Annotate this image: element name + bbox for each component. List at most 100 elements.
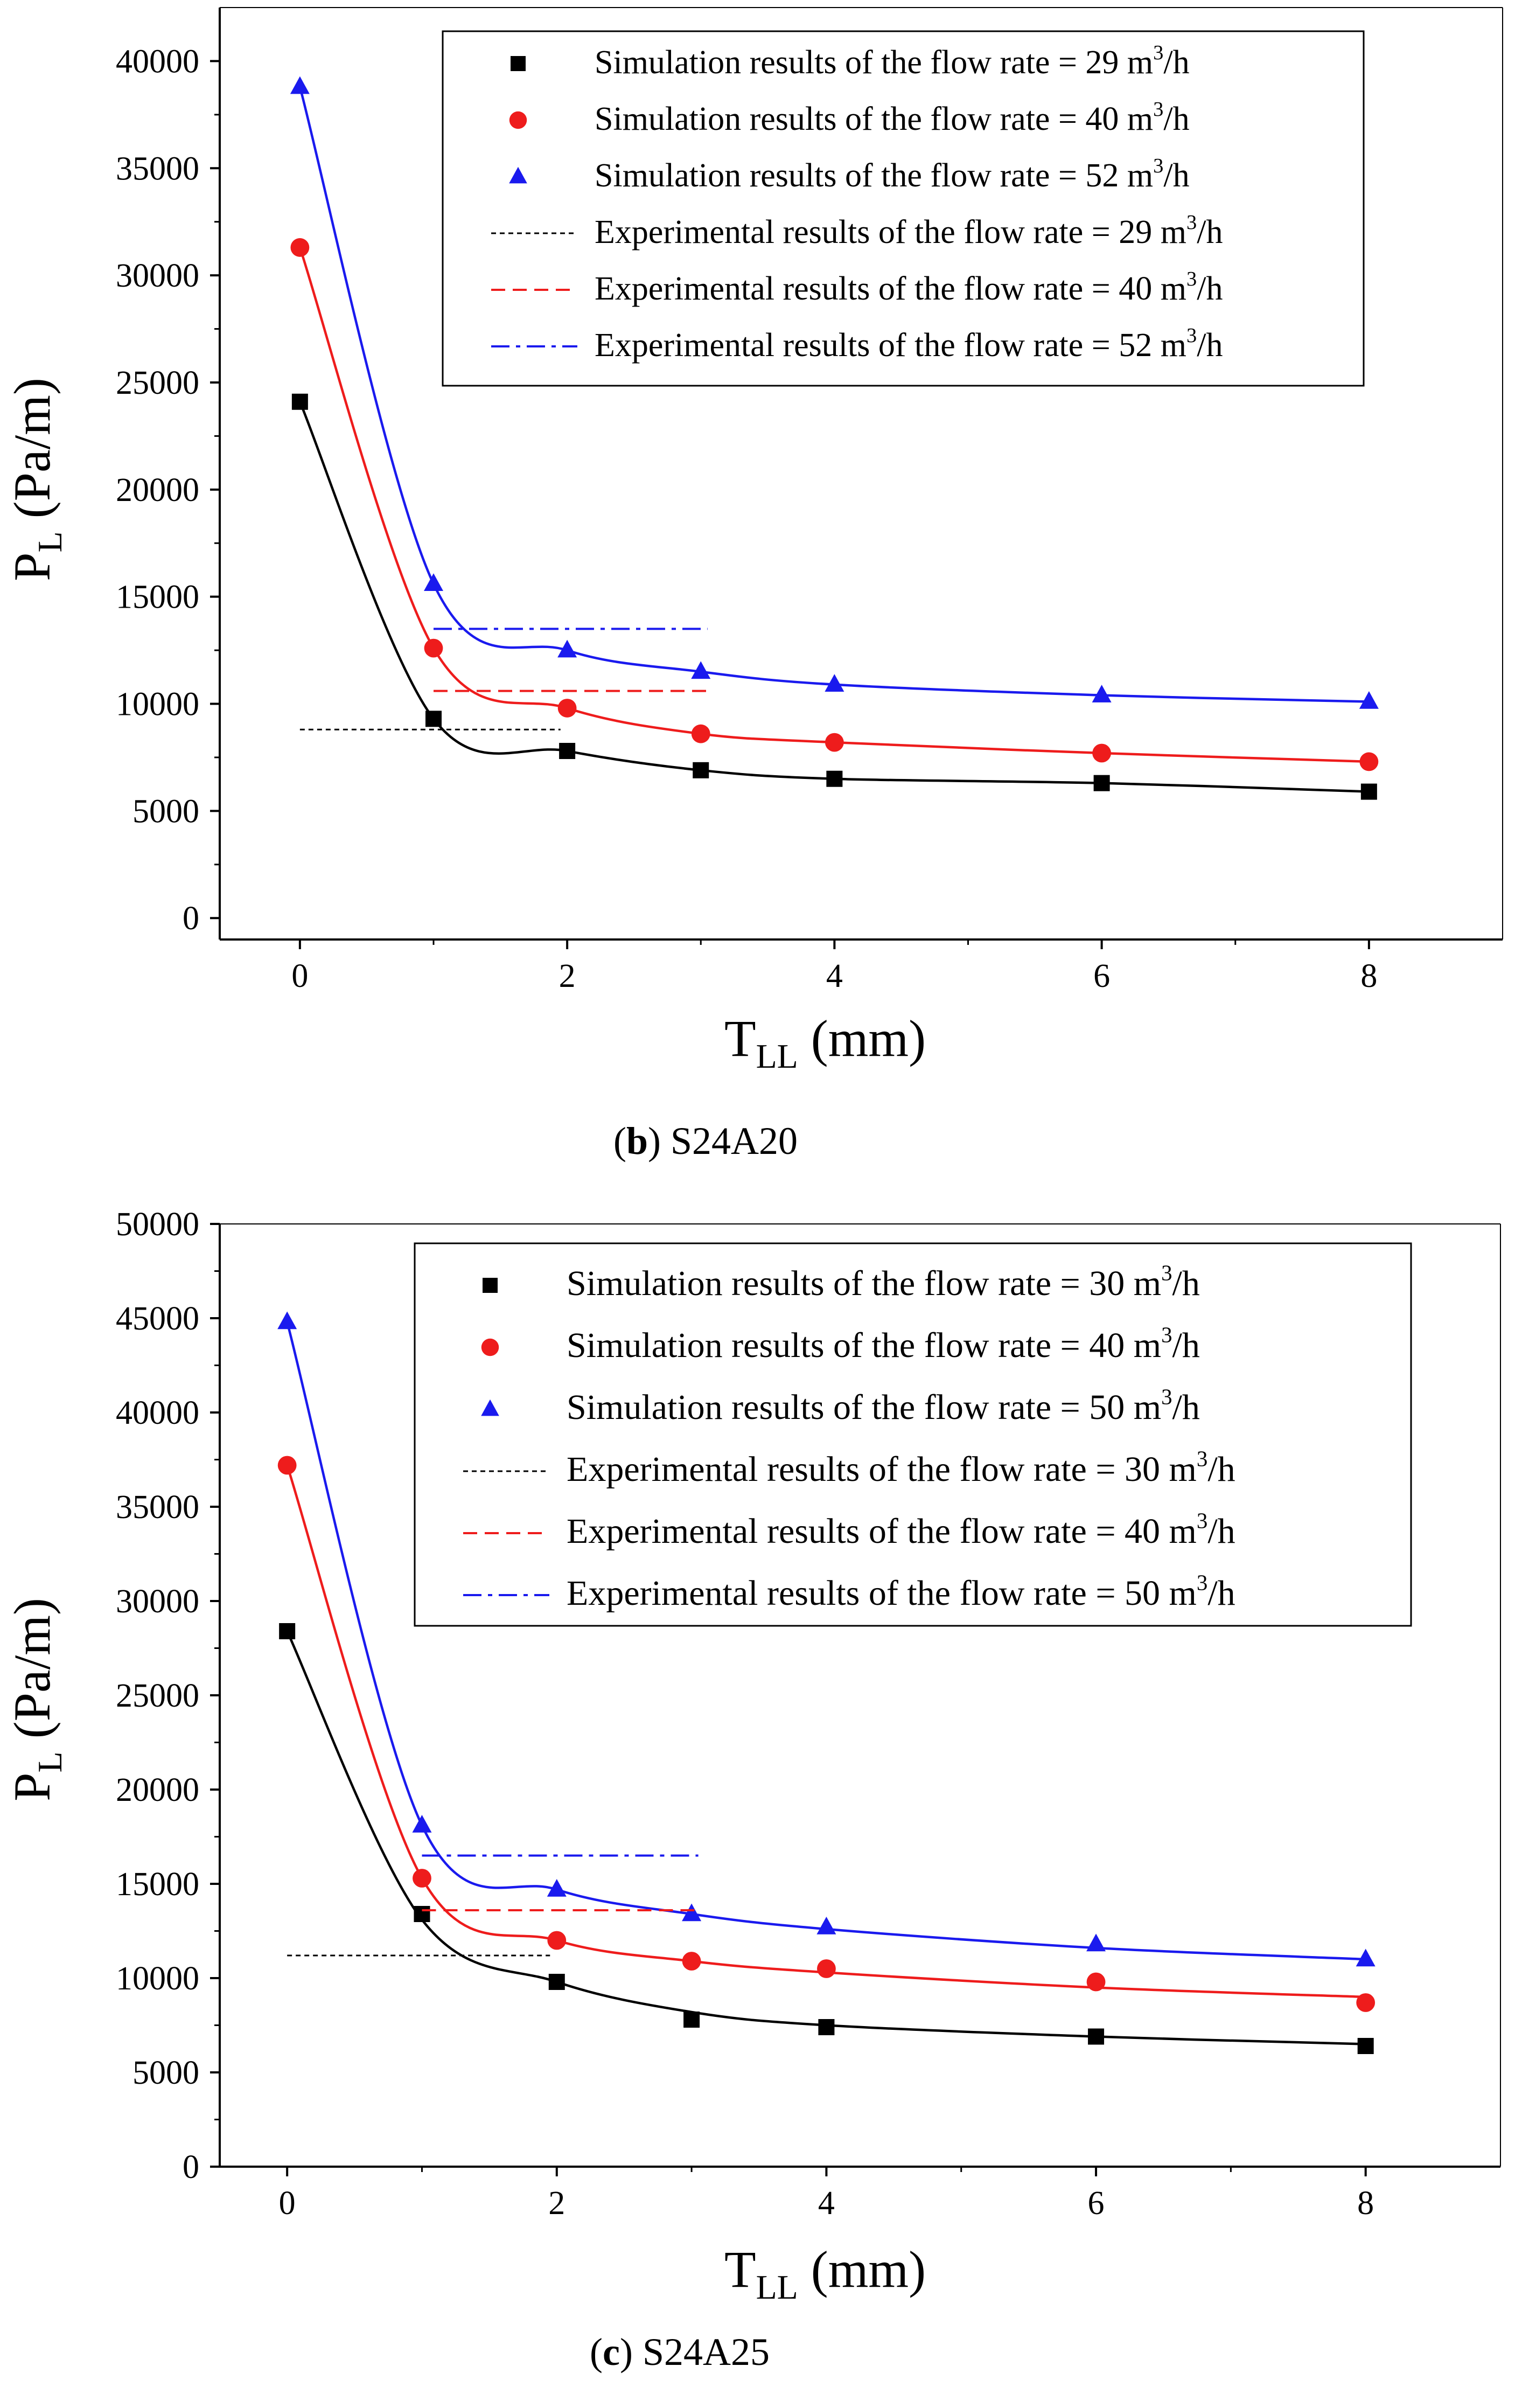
data-point-square	[693, 762, 709, 778]
data-point-triangle	[277, 1311, 297, 1330]
y-tick-label: 40000	[116, 43, 199, 80]
data-point-circle	[1092, 743, 1112, 763]
x-tick-label: 6	[1093, 958, 1110, 994]
data-point-triangle	[557, 639, 577, 658]
data-point-triangle	[424, 573, 443, 591]
legend-marker-square	[483, 1278, 498, 1293]
y-axis-label: PL (Pa/m)	[3, 1598, 69, 1801]
y-tick-label: 0	[183, 900, 199, 937]
data-point-triangle	[290, 76, 310, 94]
legend-label: Simulation results of the flow rate = 52…	[595, 155, 1190, 194]
data-point-circle	[1356, 1993, 1376, 2012]
data-point-circle	[557, 699, 577, 718]
legend-marker-triangle	[481, 1399, 499, 1416]
x-tick-label: 2	[559, 958, 576, 994]
x-tick-label: 4	[826, 958, 843, 994]
data-point-triangle	[1356, 1948, 1376, 1967]
legend-label: Simulation results of the flow rate = 30…	[567, 1261, 1200, 1303]
data-point-triangle	[682, 1903, 702, 1922]
y-tick-label: 45000	[116, 1300, 199, 1337]
data-point-triangle	[691, 661, 711, 679]
y-tick-label: 15000	[116, 579, 199, 616]
chart-panel-c: 0 5000 10000 15000 20000 25000 30000 35000 40000…	[3, 1206, 1501, 2374]
y-tick-label: 35000	[116, 1489, 199, 1526]
legend-marker-circle	[481, 1338, 499, 1356]
legend-label: Experimental results of the flow rate = …	[567, 1570, 1235, 1613]
data-point-triangle	[825, 674, 844, 692]
data-point-square	[1360, 783, 1377, 800]
y-tick-label: 20000	[116, 472, 199, 509]
legend-label: Simulation results of the flow rate = 40…	[595, 98, 1190, 137]
data-point-circle	[424, 638, 443, 658]
y-tick-label: 20000	[116, 1772, 199, 1808]
legend: Simulation results of the flow rate = 29…	[442, 30, 1365, 387]
legend-label: Experimental results of the flow rate = …	[595, 268, 1223, 307]
legend: Simulation results of the flow rate = 30…	[414, 1242, 1412, 1627]
x-tick-label: 6	[1088, 2185, 1105, 2222]
data-point-square	[1357, 2038, 1374, 2054]
data-point-square	[425, 711, 442, 727]
data-point-square	[1088, 2028, 1105, 2045]
data-point-square	[818, 2019, 835, 2035]
data-point-square	[559, 743, 576, 760]
data-point-triangle	[816, 1916, 836, 1934]
data-point-square	[683, 2012, 700, 2028]
data-point-square	[826, 770, 843, 787]
data-point-triangle	[1086, 1933, 1106, 1952]
data-point-triangle	[1092, 685, 1112, 702]
data-point-square	[414, 1906, 430, 1922]
y-tick-label: 30000	[116, 1583, 199, 1620]
data-point-triangle	[1359, 691, 1379, 709]
legend-label: Experimental results of the flow rate = …	[595, 211, 1223, 250]
y-tick-label: 10000	[116, 1960, 199, 1997]
x-tick-label: 0	[279, 2185, 296, 2222]
legend-label: Simulation results of the flow rate = 29…	[595, 41, 1190, 81]
data-point-circle	[1086, 1972, 1106, 1992]
x-tick-label: 8	[1357, 2185, 1374, 2222]
panel-caption: (b) S24A20	[613, 1119, 798, 1163]
data-point-square	[279, 1623, 296, 1639]
data-point-circle	[547, 1931, 567, 1950]
y-tick-label: 5000	[132, 2055, 199, 2091]
y-tick-label: 10000	[116, 686, 199, 723]
x-axis-label: TLL (mm)	[724, 1010, 926, 1075]
legend-label: Experimental results of the flow rate = …	[567, 1508, 1235, 1551]
fit-curve-52	[298, 86, 1369, 703]
y-tick-label: 35000	[116, 150, 199, 187]
legend-label: Simulation results of the flow rate = 40…	[567, 1323, 1200, 1365]
data-point-circle	[682, 1952, 701, 1971]
data-point-square	[1093, 775, 1110, 791]
y-tick-label: 30000	[116, 257, 199, 294]
data-point-square	[291, 393, 308, 410]
panel-caption: (c) S24A25	[590, 2330, 770, 2374]
y-tick-label: 40000	[116, 1395, 199, 1431]
legend-box	[442, 30, 1365, 387]
y-tick-label: 5000	[132, 793, 199, 830]
legend-label: Experimental results of the flow rate = …	[595, 324, 1223, 364]
y-tick-label: 0	[183, 2149, 199, 2186]
y-tick-label: 25000	[116, 1678, 199, 1714]
x-axis-label: TLL (mm)	[724, 2240, 926, 2306]
y-tick-label: 15000	[116, 1866, 199, 1903]
y-tick-label: 50000	[116, 1206, 199, 1243]
data-point-triangle	[412, 1814, 432, 1833]
legend-label: Experimental results of the flow rate = …	[567, 1446, 1235, 1489]
y-tick-label: 25000	[116, 365, 199, 401]
legend-box	[414, 1242, 1412, 1627]
legend-marker-square	[511, 56, 526, 71]
legend-label: Simulation results of the flow rate = 50…	[567, 1384, 1200, 1427]
fit-curve-30	[286, 1631, 1366, 2045]
data-point-circle	[277, 1456, 297, 1475]
x-tick-label: 2	[548, 2185, 565, 2222]
data-point-triangle	[547, 1878, 567, 1897]
legend-marker-triangle	[509, 166, 527, 184]
data-point-circle	[413, 1869, 431, 1888]
x-tick-label: 4	[818, 2185, 835, 2222]
data-point-square	[548, 1974, 565, 1990]
x-tick-label: 8	[1360, 958, 1377, 994]
data-point-circle	[1359, 752, 1379, 771]
x-tick-label: 0	[291, 958, 308, 994]
data-point-circle	[691, 724, 710, 743]
legend-marker-circle	[509, 111, 527, 129]
